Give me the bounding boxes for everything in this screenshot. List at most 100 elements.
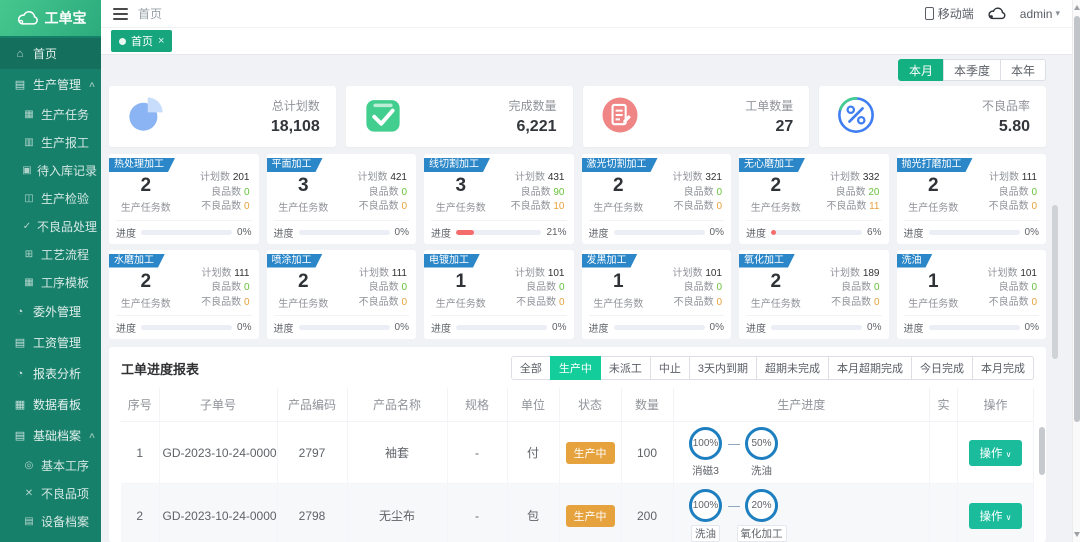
process-card[interactable]: 线切割加工 3 生产任务数 计划数 431 良品数 90 不良品数 10 进度 … <box>424 154 574 244</box>
progress-percent: 6% <box>867 226 882 238</box>
stat-card: 总计划数 18,108 <box>109 86 336 147</box>
avatar[interactable] <box>986 6 1008 21</box>
inbound-records-icon: ▣ <box>22 164 32 176</box>
content-area: 本月 本季度 本年 总计划数 18,108 完成数量 6,221 工单数量 27 不… <box>101 55 1072 542</box>
sidebar-item-basic-process[interactable]: ◎ 基本工序 <box>0 451 101 479</box>
sidebar-item-production-management[interactable]: ▤ 生产管理 ∧ <box>0 69 101 100</box>
progress-circle: 50% <box>745 427 778 460</box>
progress-bar <box>613 325 705 330</box>
process-card[interactable]: 激光切割加工 2 生产任务数 计划数 321 良品数 0 不良品数 0 进度 0… <box>581 154 731 244</box>
progress-step: 50% 洗油 <box>740 427 784 478</box>
sidebar-item-defect-handling[interactable]: ✓ 不良品处理 <box>22 219 97 234</box>
action-button[interactable]: 操作 ∨ <box>969 439 1022 466</box>
process-name-ribbon: 线切割加工 <box>424 158 490 172</box>
task-count: 2 <box>140 175 152 196</box>
column-header: 子单号 <box>158 388 278 422</box>
filter-button[interactable]: 生产中 <box>549 356 601 380</box>
sidebar-item-salary-management[interactable]: ▤ 工资管理 <box>0 327 101 358</box>
progress-bar <box>141 229 233 235</box>
progress-percent: 0% <box>709 322 724 333</box>
phone-icon <box>924 7 934 20</box>
work-order-report-panel: 工单进度报表 全部 生产中 未派工 中止 3天内到期 超期未完成 本月超期完成 今日完成 本月完… <box>109 347 1046 542</box>
sidebar-item-process-template[interactable]: ▦ 工序模板 <box>0 268 101 296</box>
chevron-down-icon: ▾ <box>1055 8 1060 18</box>
good-count: 0 <box>1031 186 1037 198</box>
actual-cell <box>929 483 958 542</box>
process-card[interactable]: 热处理加工 2 生产任务数 计划数 201 良品数 0 不良品数 0 进度 0% <box>109 154 259 244</box>
plan-count: 111 <box>391 267 407 279</box>
filter-button[interactable]: 3天内到期 <box>688 356 757 380</box>
app-logo[interactable]: 工单宝 <box>0 0 101 36</box>
progress-circle: 100% <box>689 489 722 522</box>
sidebar-item-production-report[interactable]: ▥ 生产报工 <box>0 128 101 156</box>
filter-button[interactable]: 超期未完成 <box>756 356 829 380</box>
sidebar-nav: ⌂ 首页 ▤ 生产管理 ∧ ▦ 生产任务 ▥ 生产报工 ▣ 待入库记录 ◫ 生产… <box>0 36 101 542</box>
filter-button[interactable]: 未派工 <box>599 356 651 380</box>
filter-button[interactable]: 今日完成 <box>911 356 973 380</box>
filter-button[interactable]: 本月超期完成 <box>828 356 912 380</box>
menu-toggle-icon[interactable] <box>113 7 128 20</box>
sidebar-item-basic-archives[interactable]: ▤ 基础档案 ∧ <box>0 420 101 451</box>
close-icon[interactable]: × <box>158 35 165 47</box>
scroll-down-icon[interactable] <box>1074 532 1080 537</box>
sidebar-item-equipment-archives[interactable]: ▤ 设备档案 <box>0 507 101 535</box>
table-cell: 包 <box>506 483 560 542</box>
actual-cell <box>929 421 958 484</box>
filter-button[interactable]: 本月完成 <box>972 356 1034 380</box>
process-card[interactable]: 喷涂加工 2 生产任务数 计划数 111 良品数 0 不良品数 0 进度 0% <box>266 249 416 339</box>
sidebar-item-outsourcing-management[interactable]: ◔ 委外管理 <box>0 296 101 327</box>
good-count: 90 <box>553 186 565 198</box>
page-scrollbar-thumb[interactable] <box>1074 16 1080 422</box>
mobile-client-link[interactable]: 移动端 <box>924 5 974 22</box>
tab-bar: 首页 × <box>101 28 1072 55</box>
chevron-icon: ∧ <box>87 80 97 89</box>
user-menu[interactable]: admin ▾ <box>1019 6 1060 21</box>
filter-button[interactable]: 全部 <box>510 356 551 380</box>
sidebar-item-data-dashboard[interactable]: ▦ 数据看板 <box>0 389 101 420</box>
process-card[interactable]: 水磨加工 2 生产任务数 计划数 111 良品数 0 不良品数 0 进度 0% <box>109 249 259 339</box>
progress-step: 100% 洗油 <box>684 489 728 542</box>
period-tab[interactable]: 本月 <box>897 59 944 81</box>
column-header: 产品名称 <box>346 388 448 422</box>
stat-label: 完成数量 <box>508 99 557 113</box>
filter-button[interactable]: 中止 <box>649 356 690 380</box>
table-scrollbar[interactable] <box>1039 413 1045 542</box>
basic-archives-icon: ▤ <box>14 430 26 442</box>
breadcrumb[interactable]: 首页 <box>138 7 163 21</box>
process-card[interactable]: 氧化加工 2 生产任务数 计划数 189 良品数 0 不良品数 0 进度 0% <box>739 249 889 339</box>
sidebar-item-defect-items[interactable]: ✕ 不良品项 <box>0 479 101 507</box>
table-cell: 2 <box>121 483 160 542</box>
process-card[interactable]: 平面加工 3 生产任务数 计划数 421 良品数 0 不良品数 0 进度 0% <box>266 154 416 244</box>
process-name-ribbon: 热处理加工 <box>109 158 175 172</box>
scroll-up-icon[interactable] <box>1074 5 1080 10</box>
page-scrollbar[interactable] <box>1072 0 1080 542</box>
process-card[interactable]: 发黑加工 1 生产任务数 计划数 101 良品数 0 不良品数 0 进度 0% <box>581 249 731 339</box>
column-header: 数量 <box>620 388 674 422</box>
table-cell: 200 <box>620 483 674 542</box>
action-button[interactable]: 操作 ∨ <box>969 502 1022 529</box>
bad-count: 0 <box>873 296 880 308</box>
process-name-ribbon: 激光切割加工 <box>582 158 658 172</box>
process-card[interactable]: 无心磨加工 2 生产任务数 计划数 332 良品数 20 不良品数 11 进度 … <box>739 154 889 244</box>
progress-step: 20% 氧化加工 <box>736 489 787 542</box>
sidebar-item-production-task[interactable]: ▦ 生产任务 <box>0 100 101 128</box>
period-tab[interactable]: 本季度 <box>942 59 1001 81</box>
sidebar-item-home[interactable]: ⌂ 首页 <box>0 38 101 69</box>
table-cell: 付 <box>506 421 560 484</box>
progress-percent: 0% <box>1024 322 1039 333</box>
bad-count: 0 <box>243 201 250 212</box>
sidebar-item-inbound-records[interactable]: ▣ 待入库记录 <box>22 163 97 178</box>
tab-home[interactable]: 首页 × <box>111 30 173 52</box>
sidebar-item-production-inspection[interactable]: ◫ 生产检验 <box>0 184 101 212</box>
sidebar-item-report-analysis[interactable]: ◔ 报表分析 <box>0 358 101 389</box>
process-card[interactable]: 电镀加工 1 生产任务数 计划数 101 良品数 0 不良品数 0 进度 0% <box>424 249 574 339</box>
stat-card: 不良品率 5.80 <box>819 86 1046 147</box>
sidebar-item-process-flow[interactable]: ⊞ 工艺流程 <box>0 240 101 268</box>
process-name-ribbon: 发黑加工 <box>582 254 638 268</box>
process-card[interactable]: 洗油 1 生产任务数 计划数 101 良品数 0 不良品数 0 进度 0% <box>896 249 1046 339</box>
process-card[interactable]: 抛光打磨加工 2 生产任务数 计划数 111 良品数 0 不良品数 0 进度 0… <box>896 154 1046 244</box>
period-tab[interactable]: 本年 <box>999 59 1046 81</box>
good-count: 20 <box>868 186 880 198</box>
dashboard-scrollbar[interactable] <box>1052 119 1058 359</box>
